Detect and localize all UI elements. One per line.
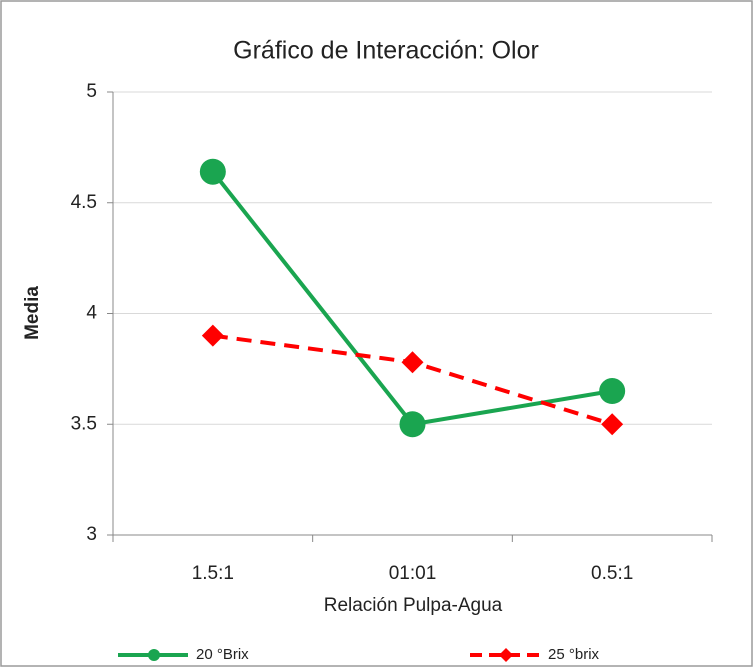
data-point [399, 411, 426, 438]
legend-label: 25 °brix [548, 646, 600, 663]
legend-marker [499, 648, 513, 662]
x-tick-label: 01:01 [389, 563, 437, 584]
data-point [201, 324, 224, 347]
chart-title: Gráfico de Interacción: Olor [233, 37, 539, 65]
x-tick-label: 0.5:1 [591, 563, 633, 584]
y-tick-label: 5 [86, 81, 97, 102]
data-point [401, 351, 424, 374]
y-tick-label: 3.5 [71, 413, 97, 434]
y-axis-label: Media [22, 286, 43, 340]
x-tick-label: 1.5:1 [192, 563, 234, 584]
y-tick-label: 4 [86, 303, 97, 324]
data-point [601, 413, 624, 436]
legend-marker [148, 649, 160, 661]
x-axis-label: Relación Pulpa-Agua [324, 595, 503, 616]
y-tick-label: 4.5 [71, 192, 97, 213]
y-tick-label: 3 [86, 524, 97, 545]
legend-label: 20 °Brix [196, 646, 249, 663]
data-point [199, 158, 226, 185]
data-point [599, 378, 626, 405]
